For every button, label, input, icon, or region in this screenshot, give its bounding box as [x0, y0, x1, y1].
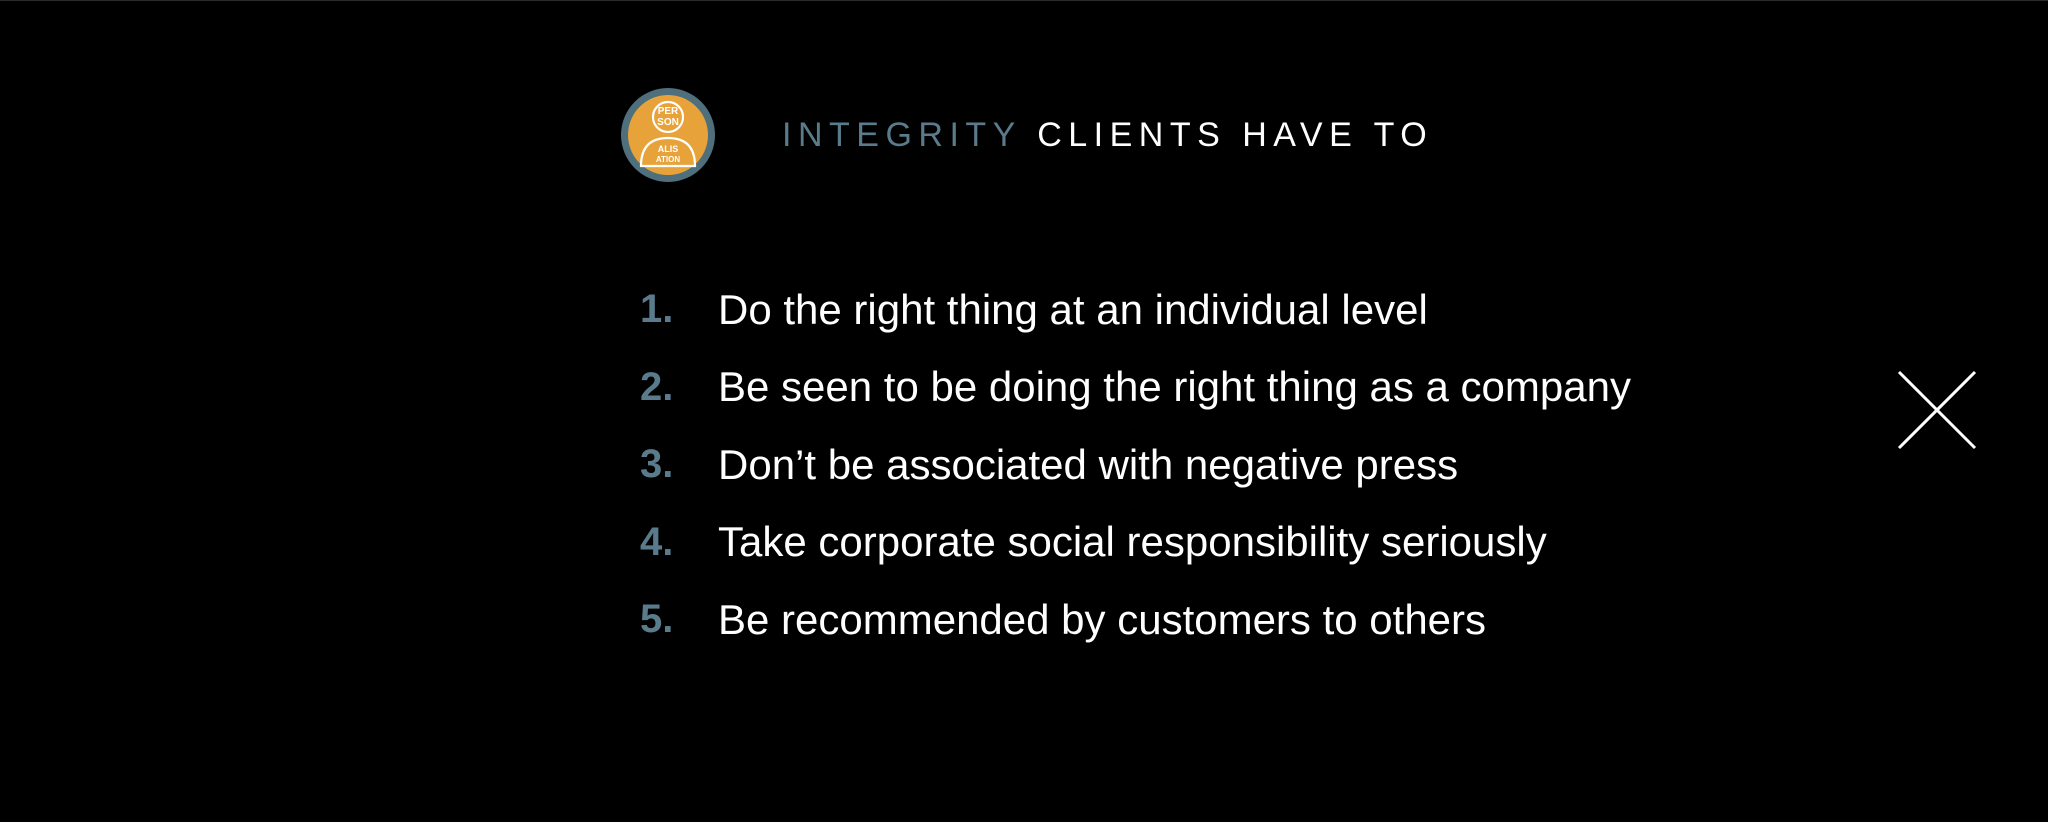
requirements-list: 1. Do the right thing at an individual l…: [640, 271, 1631, 659]
title-rest: CLIENTS HAVE TO: [1037, 116, 1434, 154]
item-text: Do the right thing at an individual leve…: [718, 285, 1428, 333]
item-number: 2.: [640, 364, 674, 409]
list-item: 5. Be recommended by customers to others: [640, 581, 1631, 659]
list-item: 1. Do the right thing at an individual l…: [640, 271, 1631, 349]
close-icon: [1897, 370, 1977, 450]
svg-text:ALIS: ALIS: [658, 144, 679, 154]
item-text: Take corporate social responsibility ser…: [718, 518, 1547, 566]
svg-text:SON: SON: [657, 117, 679, 128]
list-item: 4. Take corporate social responsibility …: [640, 504, 1631, 582]
logo-graphic: PER SON ALIS ATION: [621, 88, 715, 182]
item-text: Be seen to be doing the right thing as a…: [718, 363, 1631, 411]
item-number: 5.: [640, 597, 674, 642]
item-number: 4.: [640, 519, 674, 564]
item-text: Don’t be associated with negative press: [718, 440, 1459, 488]
list-item: 3. Don’t be associated with negative pre…: [640, 426, 1631, 504]
item-number: 1.: [640, 287, 674, 332]
item-number: 3.: [640, 442, 674, 487]
item-text: Be recommended by customers to others: [718, 595, 1487, 643]
title-accent: INTEGRITY: [782, 116, 1022, 154]
list-item: 2. Be seen to be doing the right thing a…: [640, 349, 1631, 427]
page-title: INTEGRITY CLIENTS HAVE TO: [782, 115, 1433, 155]
personalisation-logo: PER SON ALIS ATION: [619, 86, 717, 184]
svg-text:PER: PER: [658, 106, 679, 117]
svg-text:ATION: ATION: [656, 155, 681, 164]
close-button[interactable]: [1896, 369, 1978, 451]
